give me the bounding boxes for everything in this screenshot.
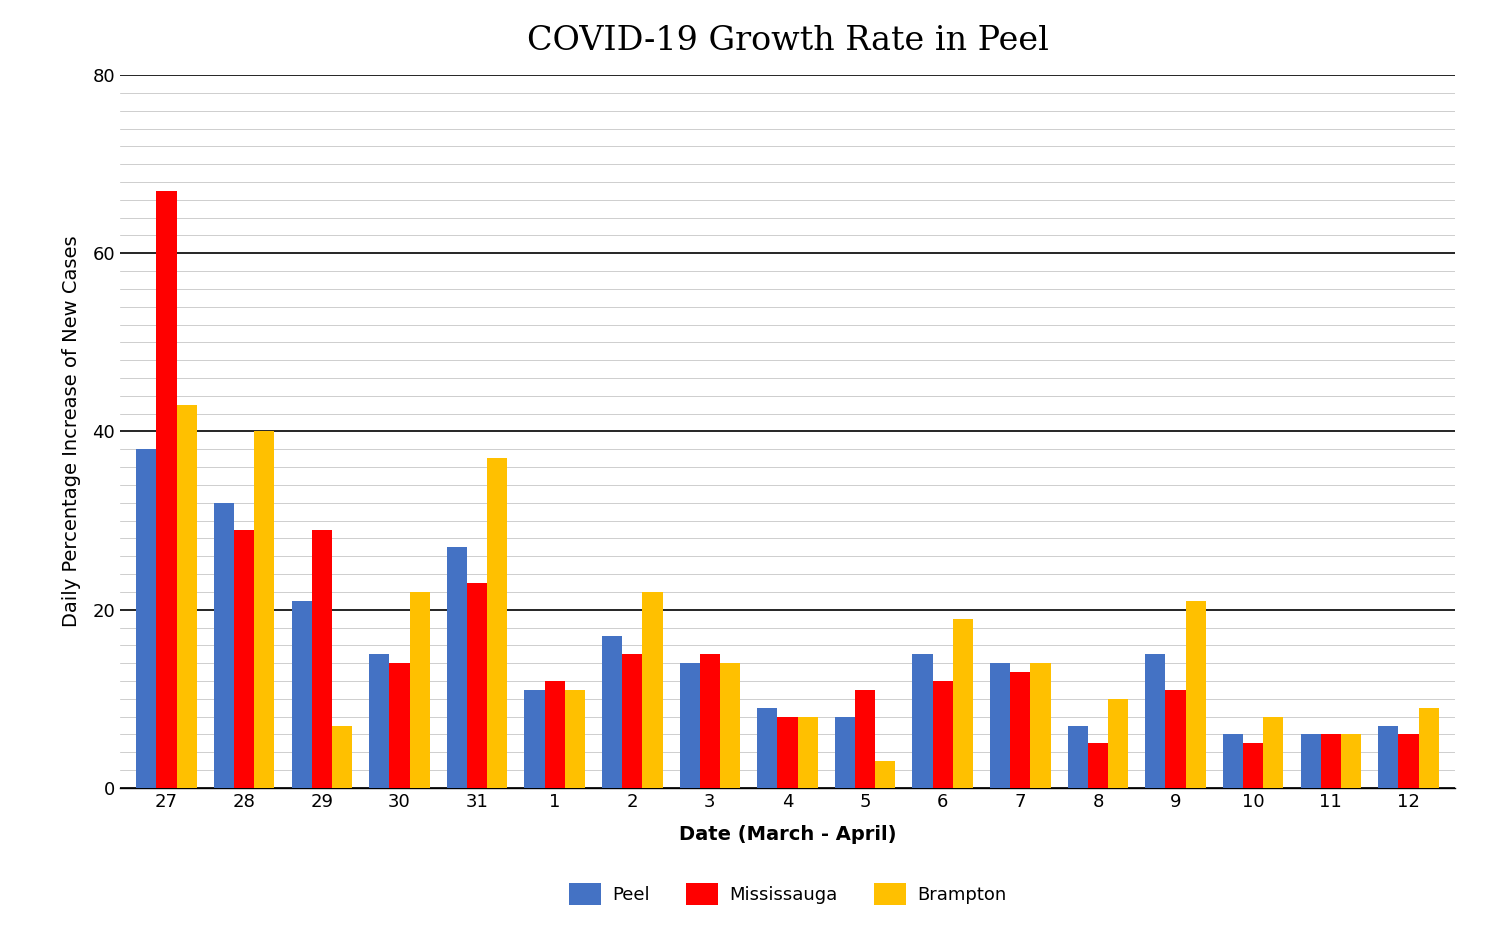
Bar: [1341, 734, 1360, 788]
Bar: [1068, 726, 1088, 788]
Bar: [758, 707, 777, 788]
Bar: [136, 449, 156, 788]
Bar: [855, 690, 874, 788]
X-axis label: Date (March - April): Date (March - April): [678, 825, 897, 843]
Bar: [933, 681, 952, 788]
Bar: [255, 431, 274, 788]
Bar: [1222, 734, 1244, 788]
Bar: [912, 655, 933, 788]
Bar: [390, 663, 410, 788]
Bar: [700, 655, 720, 788]
Bar: [1185, 601, 1206, 788]
Bar: [291, 601, 312, 788]
Bar: [466, 582, 488, 788]
Y-axis label: Daily Percentage Increase of New Cases: Daily Percentage Increase of New Cases: [63, 235, 81, 628]
Bar: [564, 690, 585, 788]
Bar: [369, 655, 390, 788]
Bar: [525, 690, 544, 788]
Bar: [874, 762, 896, 788]
Bar: [1108, 699, 1128, 788]
Bar: [1398, 734, 1419, 788]
Bar: [952, 619, 974, 788]
Bar: [642, 592, 663, 788]
Bar: [410, 592, 429, 788]
Bar: [1300, 734, 1320, 788]
Bar: [836, 717, 855, 788]
Bar: [602, 636, 622, 788]
Bar: [488, 459, 507, 788]
Bar: [1320, 734, 1341, 788]
Bar: [990, 663, 1011, 788]
Bar: [720, 663, 740, 788]
Bar: [777, 717, 798, 788]
Bar: [1263, 717, 1284, 788]
Bar: [1146, 655, 1166, 788]
Bar: [156, 191, 177, 788]
Bar: [1378, 726, 1398, 788]
Bar: [622, 655, 642, 788]
Bar: [1419, 707, 1438, 788]
Legend: Peel, Mississauga, Brampton: Peel, Mississauga, Brampton: [561, 875, 1014, 912]
Bar: [332, 726, 352, 788]
Bar: [234, 529, 255, 788]
Bar: [177, 405, 197, 788]
Bar: [1088, 743, 1108, 788]
Bar: [447, 548, 466, 788]
Bar: [680, 663, 700, 788]
Bar: [312, 529, 332, 788]
Bar: [214, 503, 234, 788]
Bar: [1244, 743, 1263, 788]
Bar: [1166, 690, 1185, 788]
Bar: [544, 681, 564, 788]
Bar: [1011, 672, 1031, 788]
Title: COVID-19 Growth Rate in Peel: COVID-19 Growth Rate in Peel: [526, 25, 1048, 57]
Bar: [1030, 663, 1050, 788]
Bar: [798, 717, 818, 788]
